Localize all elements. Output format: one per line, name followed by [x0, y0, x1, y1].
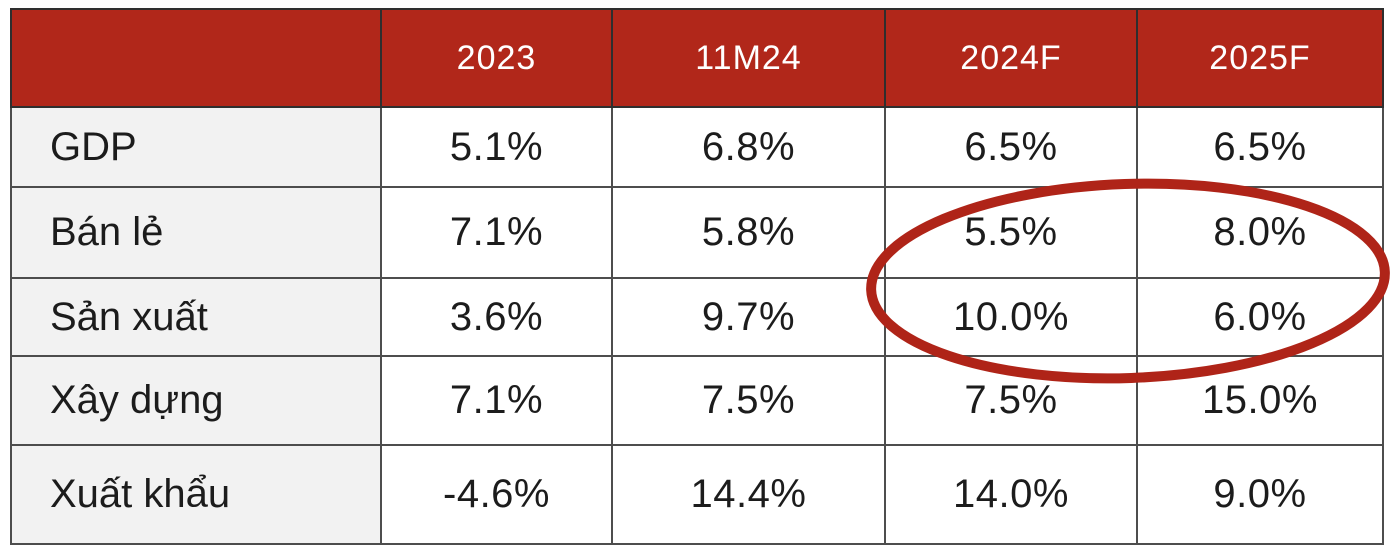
- cell-gdp-2023: 5.1%: [380, 106, 613, 188]
- cell-exports-11m24: 14.4%: [611, 444, 886, 545]
- cell-manufacturing-11m24: 9.7%: [611, 277, 886, 357]
- row-label-manufacturing: Sản xuất: [10, 277, 382, 357]
- cell-exports-2024f: 14.0%: [884, 444, 1138, 545]
- cell-retail-2024f: 5.5%: [884, 186, 1138, 279]
- table-header-row: 2023 11M24 2024F 2025F: [10, 8, 1384, 108]
- table-row-retail: Bán lẻ 7.1% 5.8% 5.5% 8.0%: [10, 186, 1384, 279]
- row-label-retail: Bán lẻ: [10, 186, 382, 279]
- cell-manufacturing-2023: 3.6%: [380, 277, 613, 357]
- row-label-gdp: GDP: [10, 106, 382, 188]
- cell-construction-2023: 7.1%: [380, 355, 613, 446]
- row-label-exports: Xuất khẩu: [10, 444, 382, 545]
- cell-exports-2023: -4.6%: [380, 444, 613, 545]
- cell-construction-11m24: 7.5%: [611, 355, 886, 446]
- cell-retail-2025f: 8.0%: [1136, 186, 1384, 279]
- cell-exports-2025f: 9.0%: [1136, 444, 1384, 545]
- column-header-2023: 2023: [380, 8, 613, 108]
- cell-gdp-2025f: 6.5%: [1136, 106, 1384, 188]
- table-row-exports: Xuất khẩu -4.6% 14.4% 14.0% 9.0%: [10, 444, 1384, 545]
- table-row-manufacturing: Sản xuất 3.6% 9.7% 10.0% 6.0%: [10, 277, 1384, 357]
- column-header-2025f: 2025F: [1136, 8, 1384, 108]
- cell-retail-11m24: 5.8%: [611, 186, 886, 279]
- column-header-11m24: 11M24: [611, 8, 886, 108]
- cell-retail-2023: 7.1%: [380, 186, 613, 279]
- column-header-2024f: 2024F: [884, 8, 1138, 108]
- cell-manufacturing-2024f: 10.0%: [884, 277, 1138, 357]
- table-row-construction: Xây dựng 7.1% 7.5% 7.5% 15.0%: [10, 355, 1384, 446]
- cell-construction-2025f: 15.0%: [1136, 355, 1384, 446]
- table-row-gdp: GDP 5.1% 6.8% 6.5% 6.5%: [10, 106, 1384, 188]
- column-header-blank: [10, 8, 382, 108]
- economic-indicators-table: 2023 11M24 2024F 2025F GDP 5.1% 6.8% 6.5…: [10, 8, 1384, 545]
- cell-gdp-2024f: 6.5%: [884, 106, 1138, 188]
- row-label-construction: Xây dựng: [10, 355, 382, 446]
- cell-construction-2024f: 7.5%: [884, 355, 1138, 446]
- cell-manufacturing-2025f: 6.0%: [1136, 277, 1384, 357]
- cell-gdp-11m24: 6.8%: [611, 106, 886, 188]
